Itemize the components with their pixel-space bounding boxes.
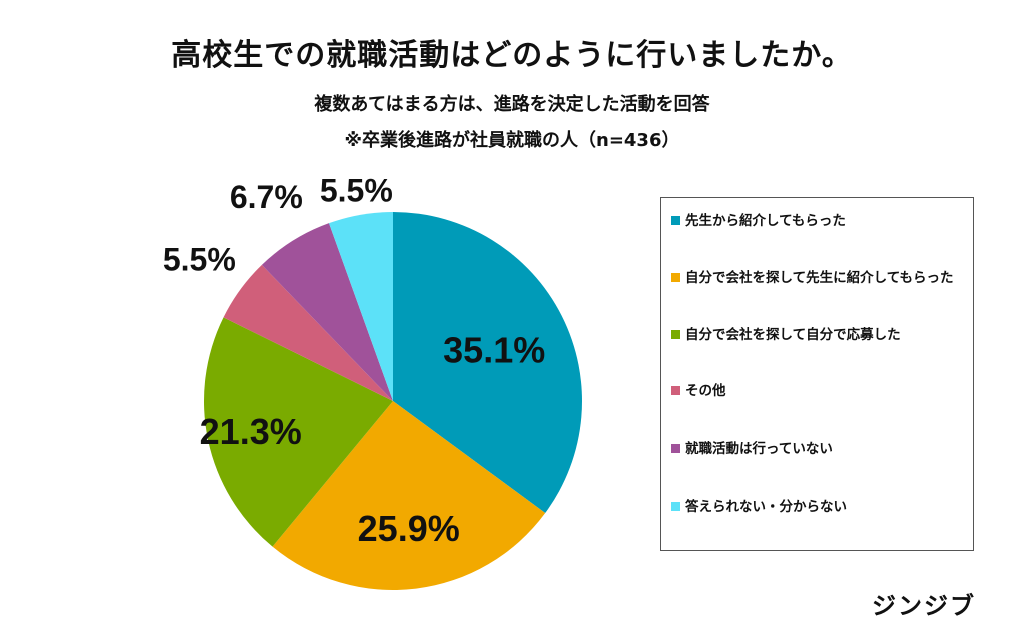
legend-swatch [671, 330, 680, 339]
data-label: 25.9% [358, 508, 460, 549]
chart-subtitle: 複数あてはまる方は、進路を決定した活動を回答 [314, 94, 710, 115]
pie-slice [203, 317, 393, 547]
legend-swatch [671, 444, 680, 453]
legend-item: 自分で会社を探して先生に紹介してもらった [671, 265, 967, 291]
pie-slice [393, 212, 582, 514]
chart-title: 高校生での就職活動はどのように行いましたか。 [171, 38, 853, 73]
legend-swatch [671, 386, 680, 395]
legend-label: 答えられない・分からない [685, 499, 847, 515]
data-label: 5.5% [320, 173, 393, 209]
data-label: 6.7% [230, 179, 303, 215]
legend-swatch [671, 216, 680, 225]
legend-label: その他 [685, 383, 726, 399]
data-label: 21.3% [200, 411, 302, 452]
pie-slice [223, 264, 393, 401]
legend-item: 就職活動は行っていない [671, 436, 967, 462]
legend: 先生から紹介してもらった自分で会社を探して先生に紹介してもらった 自分で会社を探し… [660, 197, 974, 551]
chart-note: ※卒業後進路が社員就職の人（n=436） [344, 130, 680, 151]
data-label: 5.5% [163, 241, 236, 277]
legend-swatch [671, 502, 680, 511]
legend-item: その他 [671, 378, 967, 404]
brand-logo: ジンジブ [872, 592, 976, 620]
legend-item: 答えられない・分からない [671, 494, 967, 520]
legend-label: 自分で会社を探して自分で応募した [685, 327, 901, 343]
pie-slice [261, 223, 393, 401]
data-label: 35.1% [443, 329, 545, 370]
legend-swatch [671, 273, 680, 282]
legend-label: 先生から紹介してもらった [685, 213, 846, 229]
legend-label: 就職活動は行っていない [685, 441, 833, 457]
legend-item: 先生から紹介してもらった [671, 208, 967, 234]
pie-slice [328, 211, 393, 401]
legend-label: 自分で会社を探して先生に紹介してもらった [685, 270, 954, 286]
pie-slice [272, 401, 546, 590]
legend-item: 自分で会社を探して自分で応募した [671, 322, 967, 348]
